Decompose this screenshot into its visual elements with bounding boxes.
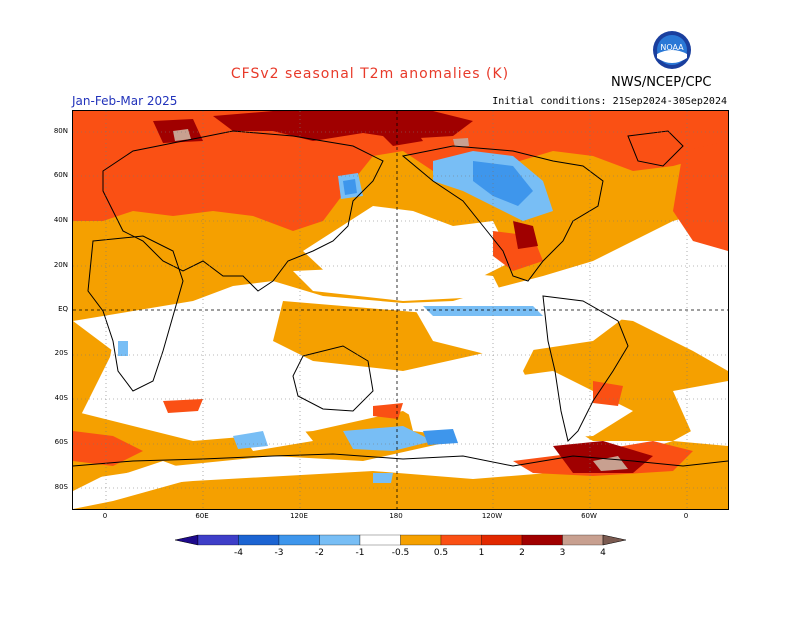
colorbar-label: 1 <box>478 548 485 558</box>
lon-label: 120W <box>481 512 503 520</box>
colorbar-arrow-high <box>602 534 627 546</box>
colorbar-cell <box>319 534 361 546</box>
lat-label: 20N <box>53 261 68 269</box>
colorbar-label: 2 <box>519 548 525 558</box>
colorbar-cell <box>197 534 239 546</box>
map-title: CFSv2 seasonal T2m anomalies (K) <box>230 66 510 82</box>
equator-dateline <box>73 111 728 509</box>
colorbar-label: -3 <box>274 548 284 558</box>
south-america-outline <box>542 295 629 442</box>
colorbar-label: 4 <box>600 548 606 558</box>
north-america-outline <box>401 145 604 282</box>
colorbar-label: -2 <box>315 548 324 558</box>
eurasia-outline <box>102 130 384 292</box>
lat-label: 80N <box>53 127 68 135</box>
colorbar <box>175 534 627 546</box>
forecast-period: Jan-Feb-Mar 2025 <box>72 94 178 108</box>
lat-label: 60N <box>53 171 68 179</box>
agency-label: NWS/NCEP/CPC <box>611 75 712 90</box>
lon-label: 180 <box>389 512 403 520</box>
colorbar-label: 0.5 <box>433 548 449 558</box>
lon-label: 0 <box>683 512 689 520</box>
lat-label: 20S <box>54 349 68 357</box>
australia-outline <box>292 345 374 412</box>
colorbar-label: -0.5 <box>391 548 410 558</box>
noaa-logo: NOAA <box>653 31 691 69</box>
colorbar-cell <box>238 534 280 546</box>
lon-label: 60E <box>195 512 209 520</box>
colorbar-cell <box>481 534 523 546</box>
cool-anomaly-1-2 <box>343 161 533 445</box>
logo-text: NOAA <box>660 43 684 52</box>
near-normal-areas <box>73 206 728 509</box>
lat-label: 40S <box>54 394 68 402</box>
initial-conditions: Initial conditions: 21Sep2024-30Sep2024 <box>492 96 727 107</box>
colorbar-label: -1 <box>355 548 365 558</box>
anomaly-field <box>73 111 728 509</box>
colorbar-cell <box>562 534 604 546</box>
warm-anomaly-2-3 <box>153 111 653 473</box>
anomaly-map <box>72 110 729 510</box>
lat-label: 60S <box>54 438 68 446</box>
colorbar-arrow-low <box>175 534 199 546</box>
colorbar-cell <box>400 534 442 546</box>
lat-label: 80S <box>54 483 68 491</box>
colorbar-label: -4 <box>234 548 243 558</box>
colorbar-cell <box>359 534 401 546</box>
lon-label: 0 <box>102 512 108 520</box>
antarctica-outline <box>73 453 728 467</box>
lat-label: EQ <box>58 305 68 313</box>
lat-label: 40N <box>53 216 68 224</box>
colorbar-cell <box>278 534 320 546</box>
africa-outline <box>87 235 184 392</box>
colorbar-cell <box>440 534 482 546</box>
lon-label: 60W <box>581 512 597 520</box>
colorbar-label: 3 <box>559 548 566 558</box>
colorbar-cell <box>521 534 563 546</box>
lon-label: 120E <box>290 512 308 520</box>
